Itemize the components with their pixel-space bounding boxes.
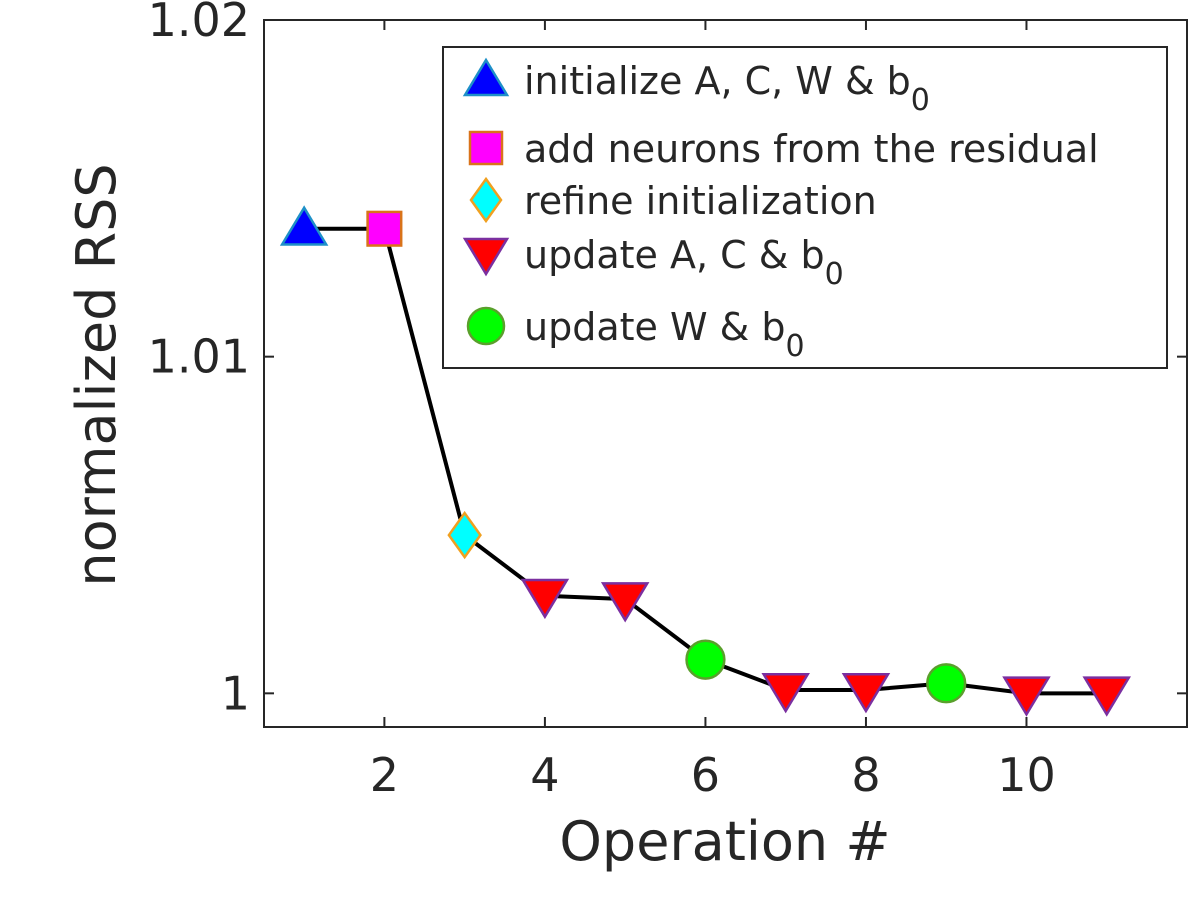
data-point-marker (926, 663, 967, 704)
data-point-marker (279, 205, 329, 246)
legend-label-updateWb: update W & b0 (524, 305, 805, 364)
legend-marker-add (468, 130, 504, 166)
legend-label-initialize: initialize A, C, W & b0 (524, 59, 930, 118)
x-axis-label: Operation # (559, 810, 890, 873)
x-tick-label: 6 (691, 748, 720, 802)
data-point-marker (520, 578, 570, 620)
data-point-marker (600, 582, 650, 623)
data-point-marker (447, 510, 482, 560)
data-point-marker (685, 639, 726, 680)
legend-marker-updateWb (466, 306, 506, 346)
data-markers (279, 205, 1131, 717)
x-tick-label: 2 (370, 748, 399, 802)
data-point-marker (1082, 676, 1131, 717)
y-tick-label: 1.02 (148, 0, 250, 47)
data-point-marker (366, 210, 403, 247)
plot-frame (263, 19, 1188, 728)
y-tick-label: 1.01 (148, 330, 250, 384)
data-point-marker (841, 672, 891, 714)
legend: initialize A, C, W & b0 add neurons from … (442, 46, 1168, 369)
legend-label-add: add neurons from the residual (524, 127, 1099, 171)
x-tick-label: 10 (997, 748, 1056, 802)
legend-marker-updateACb (462, 237, 510, 277)
axes: 2 4 6 8 10 1 1.01 1.02 (148, 0, 1188, 802)
y-axis-label: normalized RSS (65, 163, 128, 586)
legend-label-refine: refine initialization (524, 179, 877, 223)
legend-marker-refine (469, 176, 503, 224)
y-tick-label: 1 (221, 666, 250, 720)
legend-label-updateACb: update A, C & b0 (524, 233, 844, 292)
data-point-marker (1002, 676, 1051, 717)
x-tick-label: 8 (851, 748, 880, 802)
x-tick-label: 4 (530, 748, 559, 802)
data-point-marker (761, 672, 810, 714)
legend-box (442, 46, 1168, 369)
legend-marker-initialize (462, 57, 510, 97)
